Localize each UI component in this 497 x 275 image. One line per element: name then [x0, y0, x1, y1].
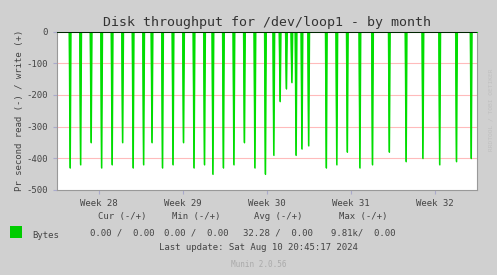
Text: RRDTOOL / TOBI OETIKER: RRDTOOL / TOBI OETIKER [488, 69, 493, 151]
Text: Min (-/+): Min (-/+) [172, 212, 221, 221]
Text: 9.81k/  0.00: 9.81k/ 0.00 [331, 228, 395, 237]
Text: 32.28 /  0.00: 32.28 / 0.00 [244, 228, 313, 237]
Text: Avg (-/+): Avg (-/+) [254, 212, 303, 221]
Text: Munin 2.0.56: Munin 2.0.56 [231, 260, 286, 269]
Text: 0.00 /  0.00: 0.00 / 0.00 [89, 228, 154, 237]
Text: Bytes: Bytes [32, 231, 59, 240]
Y-axis label: Pr second read (-) / write (+): Pr second read (-) / write (+) [15, 30, 24, 191]
Text: 0.00 /  0.00: 0.00 / 0.00 [164, 228, 229, 237]
Text: Last update: Sat Aug 10 20:45:17 2024: Last update: Sat Aug 10 20:45:17 2024 [159, 243, 358, 252]
Text: Max (-/+): Max (-/+) [338, 212, 387, 221]
Title: Disk throughput for /dev/loop1 - by month: Disk throughput for /dev/loop1 - by mont… [103, 16, 431, 29]
Text: Cur (-/+): Cur (-/+) [97, 212, 146, 221]
